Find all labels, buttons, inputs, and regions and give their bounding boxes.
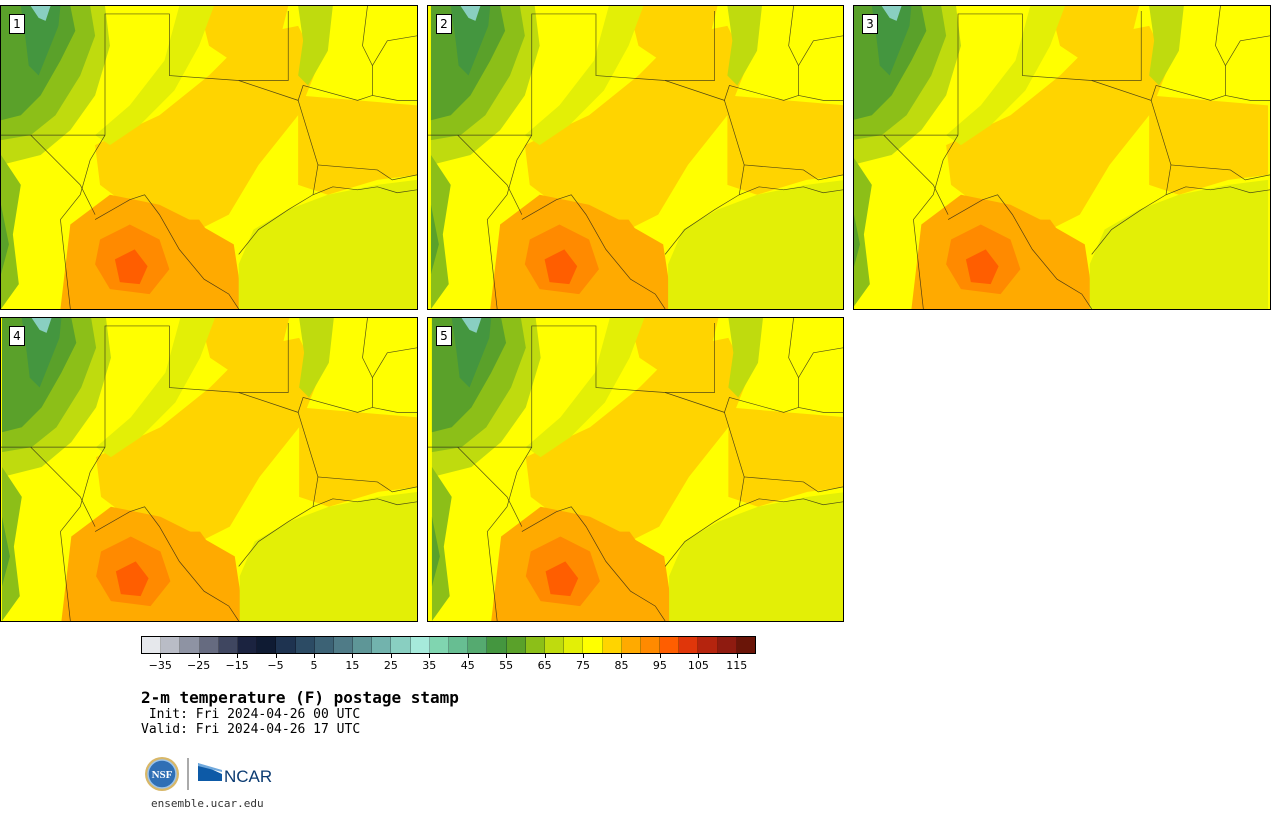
temperature-map: [428, 318, 843, 621]
colorbar-tick: [352, 654, 354, 658]
colorbar-tick: [390, 654, 392, 658]
colorbar-tick-label: −35: [148, 659, 172, 672]
colorbar-swatch: [314, 637, 334, 653]
colorbar-swatch: [640, 637, 661, 653]
map-panel-5: 5: [427, 317, 844, 622]
map-panel-2: 2: [427, 5, 844, 310]
colorbar-swatch: [602, 637, 622, 653]
colorbar-tick-label: 25: [383, 659, 398, 672]
colorbar-swatch: [468, 637, 488, 653]
colorbar-tick: [275, 654, 277, 658]
colorbar-tick: [544, 654, 546, 658]
colorbar-tick: [313, 654, 315, 658]
colorbar-swatch: [621, 637, 641, 653]
colorbar-tick: [237, 654, 239, 658]
temperature-map: [854, 6, 1270, 309]
colorbar-swatch: [353, 637, 373, 653]
colorbar-tick: [659, 654, 661, 658]
colorbar-swatch: [161, 637, 181, 653]
colorbar-swatch: [295, 637, 315, 653]
colorbar: [141, 636, 756, 654]
colorbar-tick: [698, 654, 700, 658]
ncar-logo-icon: NCAR: [198, 763, 272, 786]
colorbar-swatch: [372, 637, 392, 653]
colorbar-swatch: [237, 637, 258, 653]
colorbar-tick-label: 55: [499, 659, 514, 672]
colorbar-tick: [467, 654, 469, 658]
panel-number: 2: [436, 14, 452, 34]
temperature-map: [1, 6, 417, 309]
colorbar-tick-label: 35: [422, 659, 437, 672]
colorbar-tick-label: 15: [345, 659, 360, 672]
map-panel-4: 4: [0, 317, 418, 622]
colorbar-tick-label: 115: [726, 659, 748, 672]
nsf-logo-icon: NSF: [145, 757, 179, 791]
colorbar-tick-label: −25: [187, 659, 211, 672]
panel-number: 3: [862, 14, 878, 34]
colorbar-swatch: [218, 637, 238, 653]
ncar-logo-text: NCAR: [224, 767, 272, 786]
map-panel-1: 1: [0, 5, 418, 310]
colorbar-tick-label: 85: [614, 659, 629, 672]
colorbar-tick: [583, 654, 585, 658]
colorbar-tick-label: −15: [225, 659, 249, 672]
colorbar-tick-label: 45: [460, 659, 475, 672]
init-time: Init: Fri 2024-04-26 00 UTC: [141, 707, 361, 722]
colorbar-swatch: [410, 637, 430, 653]
colorbar-swatch: [391, 637, 411, 653]
panel-number: 4: [9, 326, 25, 346]
colorbar-swatch: [180, 637, 200, 653]
colorbar-swatch: [142, 637, 162, 653]
colorbar-tick-label: 65: [537, 659, 552, 672]
map-panel-3: 3: [853, 5, 1271, 310]
colorbar-swatch: [506, 637, 526, 653]
colorbar-swatch: [564, 637, 584, 653]
plot-title: 2-m temperature (F) postage stamp: [141, 688, 459, 707]
colorbar-tick: [736, 654, 738, 658]
colorbar-swatch: [525, 637, 545, 653]
temperature-map: [1, 318, 417, 621]
website-link[interactable]: ensemble.ucar.edu: [151, 797, 264, 810]
colorbar-tick: [160, 654, 162, 658]
colorbar-swatch: [698, 637, 718, 653]
panel-number: 1: [9, 14, 25, 34]
colorbar-tick-label: 75: [576, 659, 591, 672]
colorbar-tick-label: 5: [310, 659, 318, 672]
colorbar-tick: [621, 654, 623, 658]
colorbar-swatch: [487, 637, 507, 653]
colorbar-swatch: [199, 637, 219, 653]
colorbar-tick-label: 95: [652, 659, 667, 672]
colorbar-swatch: [449, 637, 469, 653]
colorbar-swatch: [679, 637, 699, 653]
colorbar-tick-label: 105: [687, 659, 709, 672]
colorbar-ticks: −35 −25 −15 −5 5 15 25 35 45 55 65 75 85 95 105 115: [141, 654, 756, 674]
colorbar-swatch: [660, 637, 680, 653]
colorbar-swatch: [333, 637, 354, 653]
valid-time: Valid: Fri 2024-04-26 17 UTC: [141, 722, 361, 737]
colorbar-tick: [429, 654, 431, 658]
colorbar-swatch: [717, 637, 737, 653]
colorbar-swatch: [583, 637, 603, 653]
colorbar-swatch: [544, 637, 565, 653]
logos: NSF NCAR: [143, 756, 273, 792]
panel-number: 5: [436, 326, 452, 346]
colorbar-tick: [506, 654, 508, 658]
colorbar-swatch: [736, 637, 755, 653]
colorbar-swatch: [429, 637, 449, 653]
colorbar-tick-label: −5: [267, 659, 284, 672]
colorbar-swatch: [257, 637, 277, 653]
nsf-logo-text: NSF: [152, 769, 173, 781]
colorbar-swatch: [276, 637, 296, 653]
colorbar-tick: [198, 654, 200, 658]
temperature-map: [428, 6, 843, 309]
